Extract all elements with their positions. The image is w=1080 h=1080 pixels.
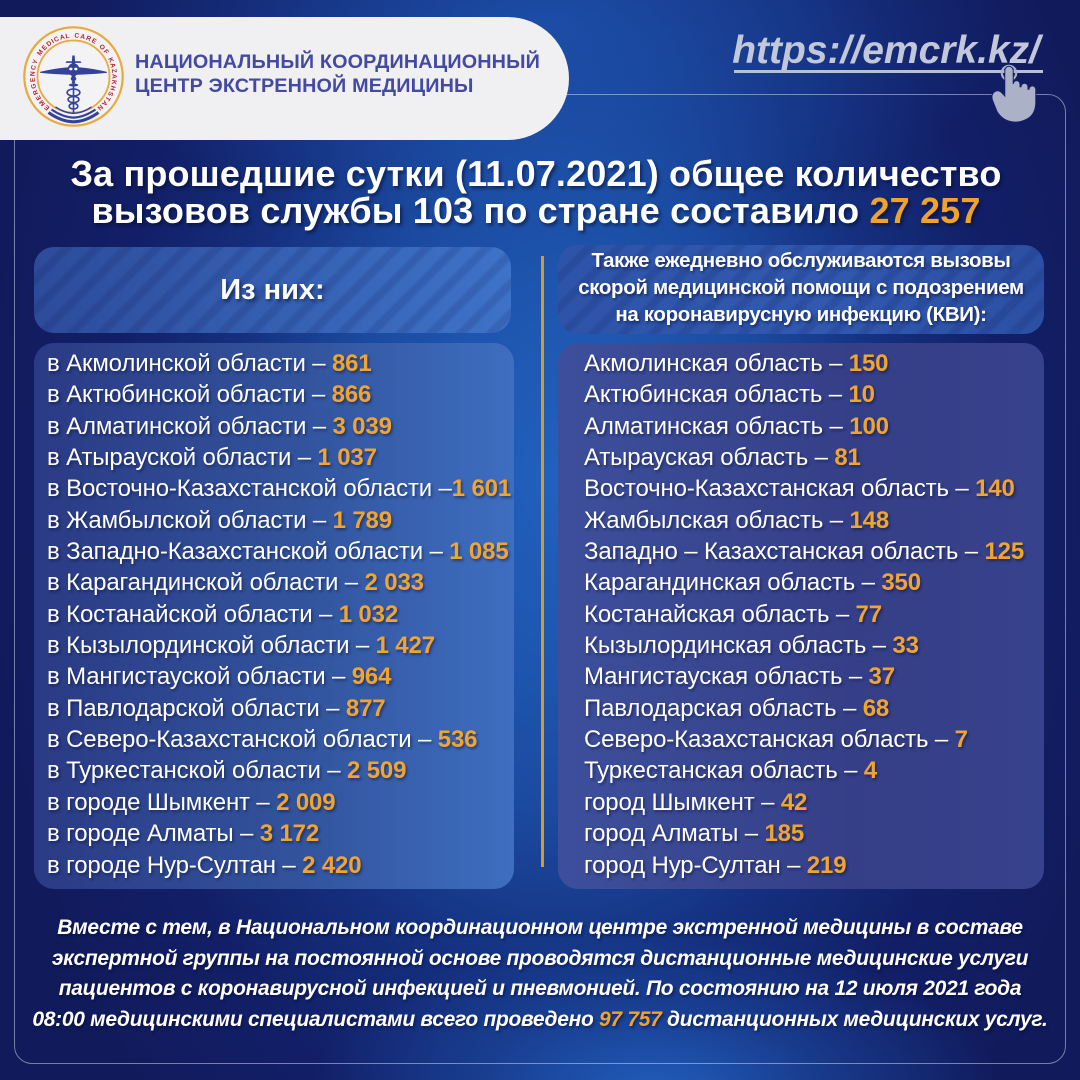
svg-text:N: N	[30, 71, 37, 76]
svg-text:H: H	[108, 85, 116, 92]
svg-text:T: T	[103, 95, 111, 102]
svg-text:S: S	[106, 90, 114, 97]
svg-text:L: L	[65, 33, 70, 41]
svg-text:N: N	[96, 103, 104, 112]
svg-text:E: E	[43, 103, 51, 112]
svg-text:E: E	[34, 93, 43, 101]
svg-text:C: C	[30, 64, 38, 70]
svg-text:R: R	[85, 35, 92, 43]
svg-text:K: K	[106, 57, 114, 64]
svg-text:R: R	[32, 88, 40, 95]
svg-text:C: C	[74, 33, 80, 40]
svg-text:K: K	[110, 79, 118, 85]
svg-text:A: A	[59, 34, 66, 42]
svg-text:A: A	[108, 62, 116, 69]
svg-text:A: A	[80, 33, 86, 41]
svg-text:D: D	[45, 40, 53, 49]
svg-text:E: E	[41, 44, 49, 52]
svg-text:A: A	[110, 74, 117, 79]
svg-text:E: E	[90, 37, 98, 46]
svg-text:Y: Y	[32, 58, 40, 65]
svg-text:Z: Z	[110, 68, 117, 73]
svg-text:M: M	[36, 48, 45, 57]
svg-text:E: E	[30, 77, 37, 83]
svg-text:A: A	[100, 99, 109, 107]
svg-text:C: C	[53, 35, 60, 43]
svg-text:O: O	[97, 43, 106, 52]
svg-text:I: I	[50, 38, 55, 45]
svg-text:F: F	[102, 48, 110, 55]
svg-text:M: M	[38, 98, 47, 107]
svg-text:G: G	[30, 83, 38, 90]
